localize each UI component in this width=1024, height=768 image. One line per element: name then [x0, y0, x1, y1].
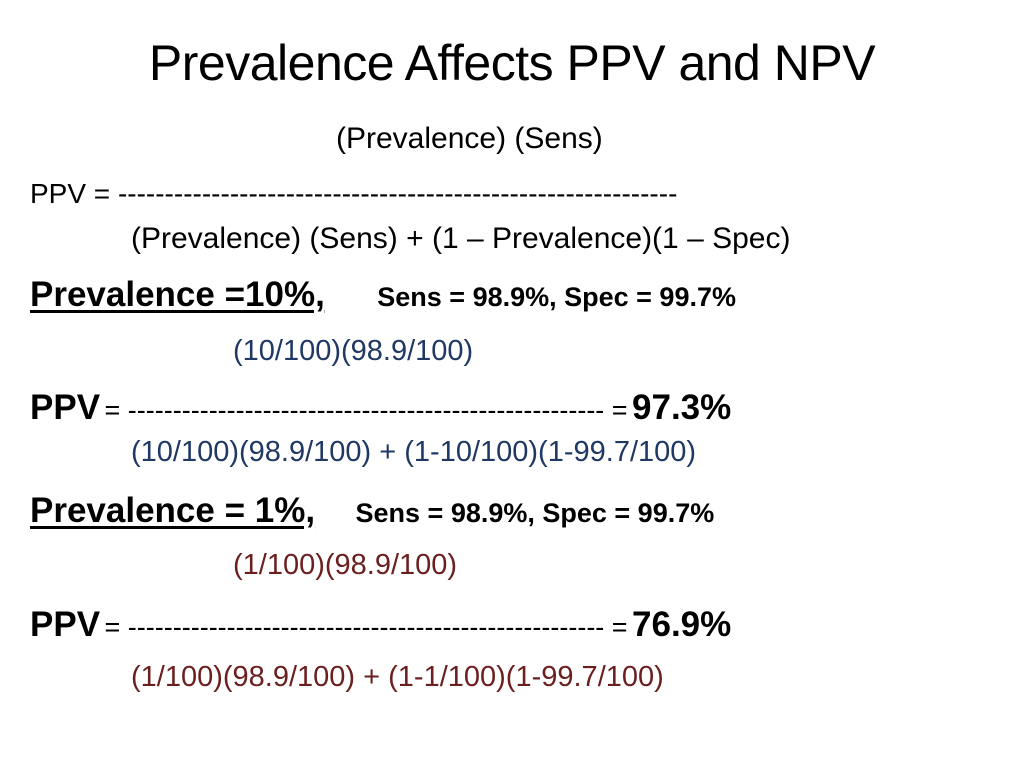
case1-prevalence-label: Prevalence =10%, [30, 275, 325, 314]
case1-ppv-result: 97.3% [632, 388, 732, 427]
case1-params: Sens = 98.9%, Spec = 99.7% [377, 282, 736, 312]
case1-denominator: (10/100)(98.9/100) + (1-10/100)(1-99.7/1… [131, 436, 697, 468]
general-formula-ppv-line: PPV = ----------------------------------… [30, 178, 678, 209]
case2-numerator: (1/100)(98.9/100) [233, 549, 458, 581]
general-formula-numerator: (Prevalence) (Sens) [336, 122, 603, 155]
case2-ppv-fraction-line: = --------------------------------------… [104, 612, 628, 642]
slide-title: Prevalence Affects PPV and NPV [148, 35, 876, 91]
case1-ppv-fraction-line: = --------------------------------------… [104, 395, 628, 425]
general-formula-denominator: (Prevalence) (Sens) + (1 – Prevalence)(1… [131, 222, 791, 255]
case1-header: Prevalence =10%, Sens = 98.9%, Spec = 99… [30, 277, 736, 312]
case2-ppv-row: PPV = ----------------------------------… [30, 607, 731, 642]
case1-ppv-row: PPV = ----------------------------------… [30, 390, 731, 425]
case2-ppv-result: 76.9% [632, 605, 732, 644]
case2-ppv-label: PPV [30, 605, 101, 644]
case2-prevalence-label: Prevalence = 1%, [30, 491, 316, 530]
case2-header: Prevalence = 1%, Sens = 98.9%, Spec = 99… [30, 493, 714, 528]
case1-ppv-label: PPV [30, 388, 101, 427]
case2-params: Sens = 98.9%, Spec = 99.7% [355, 498, 715, 528]
case2-denominator: (1/100)(98.9/100) + (1-1/100)(1-99.7/100… [131, 661, 664, 693]
case1-numerator: (10/100)(98.9/100) [233, 335, 474, 367]
